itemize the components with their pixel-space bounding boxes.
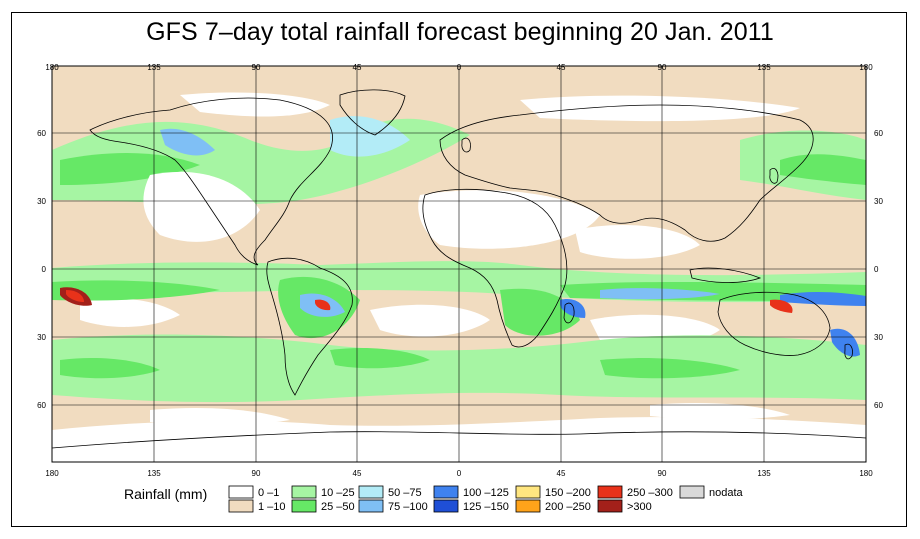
legend-label: 10 –25 bbox=[321, 487, 355, 499]
legend-label: 200 –250 bbox=[545, 501, 591, 513]
lon-tick-top: 135 bbox=[147, 63, 161, 72]
map-border bbox=[51, 65, 867, 463]
legend-swatch bbox=[433, 499, 459, 513]
lat-tick-left: 0 bbox=[42, 265, 47, 274]
legend-swatch bbox=[597, 499, 623, 513]
legend-label: 25 –50 bbox=[321, 501, 355, 513]
lat-tick-right: 30 bbox=[874, 197, 883, 206]
legend-swatch bbox=[433, 485, 459, 499]
lon-tick-top: 180 bbox=[45, 63, 59, 72]
legend-label: 1 –10 bbox=[258, 501, 286, 513]
lon-tick-top: 45 bbox=[353, 63, 362, 72]
legend-swatch bbox=[515, 485, 541, 499]
legend-swatch bbox=[515, 499, 541, 513]
map-title: GFS 7–day total rainfall forecast beginn… bbox=[146, 18, 774, 46]
lat-tick-right: 60 bbox=[874, 129, 883, 138]
lat-tick-left: 30 bbox=[37, 333, 46, 342]
lat-tick-right: 30 bbox=[874, 333, 883, 342]
legend-label: 0 –1 bbox=[258, 487, 279, 499]
legend: Rainfall (mm) 0 –1 1 –10 10 –25 25 –50 5… bbox=[124, 485, 744, 513]
legend-label: nodata bbox=[709, 487, 744, 499]
lon-tick-bottom: 45 bbox=[557, 469, 566, 478]
legend-label: 150 –200 bbox=[545, 487, 591, 499]
lat-ticks-right: 60 30 0 30 60 bbox=[874, 129, 883, 410]
lat-tick-right: 60 bbox=[874, 401, 883, 410]
lon-tick-bottom: 90 bbox=[252, 469, 261, 478]
lon-tick-top: 45 bbox=[557, 63, 566, 72]
lon-ticks-top: 180 135 90 45 0 45 90 135 180 bbox=[45, 63, 873, 72]
lon-tick-bottom: 135 bbox=[147, 469, 161, 478]
lon-tick-top: 90 bbox=[252, 63, 261, 72]
lat-ticks-left: 60 30 0 30 60 bbox=[37, 129, 46, 410]
lat-tick-left: 60 bbox=[37, 129, 46, 138]
legend-swatch bbox=[228, 499, 254, 513]
lon-tick-top: 135 bbox=[757, 63, 771, 72]
lon-tick-top: 0 bbox=[457, 63, 462, 72]
lat-tick-left: 30 bbox=[37, 197, 46, 206]
lon-tick-bottom: 180 bbox=[45, 469, 59, 478]
legend-swatch bbox=[228, 485, 254, 499]
legend-title: Rainfall (mm) bbox=[124, 486, 207, 502]
lat-tick-right: 0 bbox=[874, 265, 879, 274]
legend-swatch bbox=[679, 485, 705, 499]
lon-tick-bottom: 0 bbox=[457, 469, 462, 478]
legend-swatch bbox=[358, 485, 384, 499]
lon-tick-bottom: 135 bbox=[757, 469, 771, 478]
legend-label: >300 bbox=[627, 501, 652, 513]
lon-tick-bottom: 180 bbox=[859, 469, 873, 478]
figure-frame bbox=[11, 12, 907, 527]
lon-tick-top: 90 bbox=[658, 63, 667, 72]
legend-swatch bbox=[597, 485, 623, 499]
legend-label: 125 –150 bbox=[463, 501, 509, 513]
legend-swatch bbox=[291, 499, 317, 513]
legend-label: 250 –300 bbox=[627, 487, 673, 499]
lon-ticks-bottom: 180 135 90 45 0 45 90 135 180 bbox=[45, 469, 873, 478]
legend-swatch bbox=[358, 499, 384, 513]
legend-label: 50 –75 bbox=[388, 487, 422, 499]
legend-swatch bbox=[291, 485, 317, 499]
graticule bbox=[52, 66, 866, 462]
legend-label: 75 –100 bbox=[388, 501, 428, 513]
lon-tick-top: 180 bbox=[859, 63, 873, 72]
coastlines bbox=[52, 89, 866, 449]
legend-label: 100 –125 bbox=[463, 487, 509, 499]
lat-tick-left: 60 bbox=[37, 401, 46, 410]
lon-tick-bottom: 45 bbox=[353, 469, 362, 478]
lon-tick-bottom: 90 bbox=[658, 469, 667, 478]
